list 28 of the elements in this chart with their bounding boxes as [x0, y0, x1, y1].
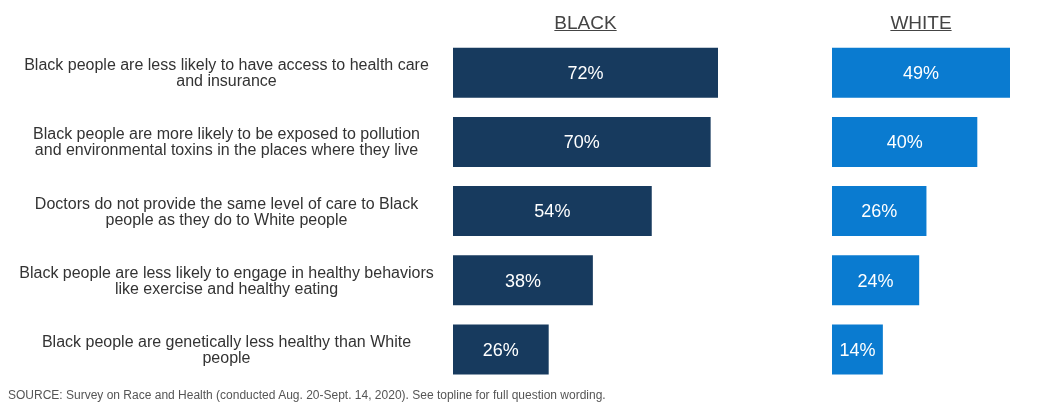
bar	[832, 324, 883, 375]
bar	[832, 116, 978, 167]
bar	[453, 186, 652, 237]
bar	[453, 255, 593, 306]
data-label: 14%	[839, 339, 876, 360]
data-label: 72%	[567, 62, 604, 83]
data-label: 54%	[534, 201, 571, 222]
data-label: 49%	[902, 62, 940, 83]
data-label: 38%	[504, 270, 541, 291]
y-tick-label: Black people are less likely to engage in healthy behaviors like exercise and healthy eating	[19, 263, 434, 297]
bar	[453, 47, 718, 98]
bar	[453, 324, 549, 375]
bar	[832, 47, 1010, 98]
data-label: 26%	[861, 201, 898, 222]
data-label: 70%	[563, 132, 600, 153]
chart-title: BLACK	[553, 12, 618, 34]
bar	[453, 116, 711, 167]
data-label: 40%	[886, 132, 923, 153]
y-tick-label: Doctors do not provide the same level of care to Black people as they do to White people	[34, 194, 420, 228]
bar	[832, 186, 927, 237]
y-tick-label: Black people are more likely to be exposed to pollution and environmental toxins in the places where they live	[33, 125, 420, 159]
bar	[832, 255, 920, 306]
chart-title: WHITE	[889, 12, 953, 34]
y-tick-label: Black people are less likely to have access to health care and insurance	[24, 56, 429, 90]
data-label: 26%	[482, 339, 519, 360]
y-tick-label: Black people are genetically less healthy than White people	[41, 333, 412, 367]
source-note: SOURCE: Survey on Race and Health (conducted Aug. 20-Sept. 14, 2020). See topline for full question wording.	[8, 388, 606, 402]
data-label: 24%	[857, 270, 894, 291]
